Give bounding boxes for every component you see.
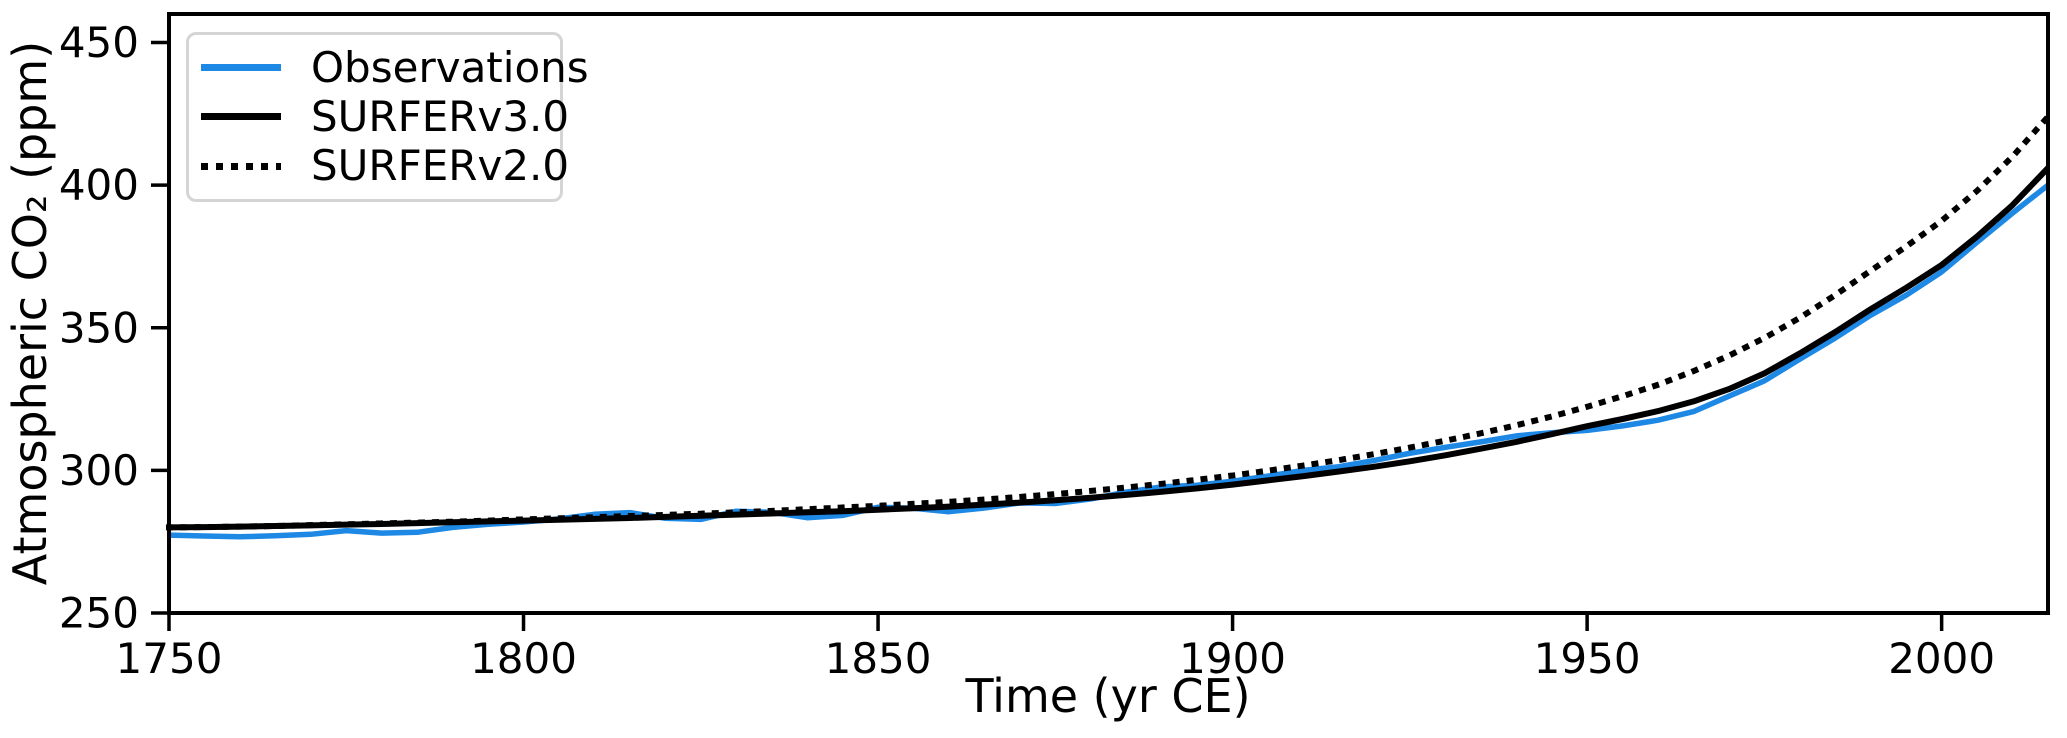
legend-item-observations: Observations [201,46,589,89]
observations-line-swatch [201,64,281,72]
x-axis-label: Time (yr CE) [964,669,1250,723]
series-line-surferv3.0 [168,165,2051,531]
surferv2-line-swatch [201,162,281,170]
surferv3-line-swatch [201,113,281,121]
legend-label-surferv3: SURFERv3.0 [311,91,570,141]
plot-area: 250 300 350 400 450 1750 1800 1850 1900 1950 2000 [59,12,2053,683]
legend-label-surferv2: SURFERv2.0 [311,141,570,191]
x-tick-label: 1800 [470,634,577,683]
x-tick-label: 2000 [1888,634,1995,683]
y-tick-label: 350 [59,303,139,352]
legend-item-surferv2: SURFERv2.0 [201,145,569,187]
x-tick-label: 1750 [116,634,223,683]
axes-spines [167,12,2050,615]
legend-item-surferv3: SURFERv3.0 [201,95,569,138]
x-tick-label: 1900 [1179,634,1286,683]
y-tick-label: 250 [59,589,139,638]
legend: Observations SURFERv3.0 SURFERv2.0 [186,32,589,202]
legend-label-observations: Observations [311,42,589,92]
x-tick-label: 1850 [825,634,932,683]
series-line-observations [168,182,2050,540]
y-tick-label: 300 [59,446,139,495]
y-axis-label: Atmospheric CO₂ (ppm) [3,41,57,585]
y-tick-label: 400 [59,161,139,210]
series-line-surferv2.0 [165,112,2053,531]
y-tick-label: 450 [59,18,139,67]
x-tick-label: 1950 [1534,634,1641,683]
